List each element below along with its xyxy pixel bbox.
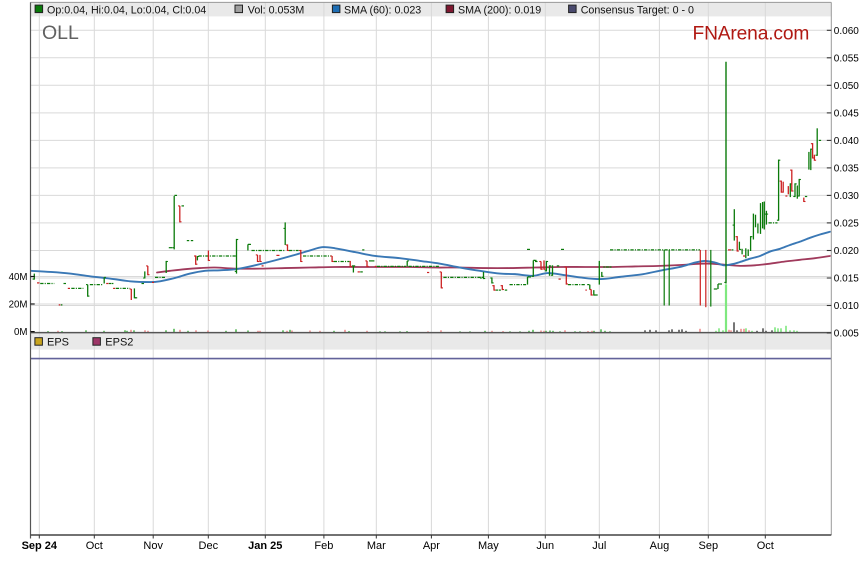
svg-text:Feb: Feb <box>314 540 333 552</box>
svg-text:SMA (60): 0.023: SMA (60): 0.023 <box>344 5 421 17</box>
svg-text:Dec: Dec <box>199 540 219 552</box>
svg-text:EPS: EPS <box>47 336 69 348</box>
svg-text:0.015: 0.015 <box>834 274 859 285</box>
svg-text:0.045: 0.045 <box>834 109 859 120</box>
svg-text:0.060: 0.060 <box>834 26 859 37</box>
svg-text:Oct: Oct <box>757 540 774 552</box>
svg-text:Mar: Mar <box>367 540 386 552</box>
svg-text:Op:0.04, Hi:0.04, Lo:0.04, Cl:: Op:0.04, Hi:0.04, Lo:0.04, Cl:0.04 <box>47 5 206 17</box>
svg-text:0.025: 0.025 <box>834 219 859 230</box>
svg-text:0.035: 0.035 <box>834 164 859 175</box>
svg-text:EPS2: EPS2 <box>105 336 133 348</box>
svg-text:0.030: 0.030 <box>834 191 859 202</box>
svg-text:Jun: Jun <box>536 540 554 552</box>
svg-text:SMA (200): 0.019: SMA (200): 0.019 <box>458 5 541 17</box>
svg-text:0.040: 0.040 <box>834 136 859 147</box>
svg-text:Oct: Oct <box>86 540 103 552</box>
svg-text:0.055: 0.055 <box>834 54 859 65</box>
svg-text:Jan 25: Jan 25 <box>248 540 282 552</box>
svg-text:Nov: Nov <box>143 540 163 552</box>
svg-text:OLL: OLL <box>42 22 79 44</box>
svg-text:0.010: 0.010 <box>834 301 859 312</box>
svg-text:20M: 20M <box>9 300 28 311</box>
svg-text:FNArena.com: FNArena.com <box>693 23 810 44</box>
svg-text:40M: 40M <box>9 272 28 283</box>
svg-text:0M: 0M <box>14 327 27 338</box>
svg-text:0.050: 0.050 <box>834 81 859 92</box>
svg-text:Jul: Jul <box>592 540 606 552</box>
svg-text:Consensus Target: 0 - 0: Consensus Target: 0 - 0 <box>581 5 694 17</box>
svg-text:Apr: Apr <box>423 540 440 552</box>
svg-text:Sep 24: Sep 24 <box>22 540 58 552</box>
svg-text:Sep: Sep <box>699 540 719 552</box>
svg-text:0.020: 0.020 <box>834 246 859 257</box>
svg-text:Aug: Aug <box>650 540 670 552</box>
svg-text:Vol: 0.053M: Vol: 0.053M <box>248 5 305 17</box>
svg-text:0.005: 0.005 <box>834 329 859 340</box>
svg-text:May: May <box>478 540 499 552</box>
